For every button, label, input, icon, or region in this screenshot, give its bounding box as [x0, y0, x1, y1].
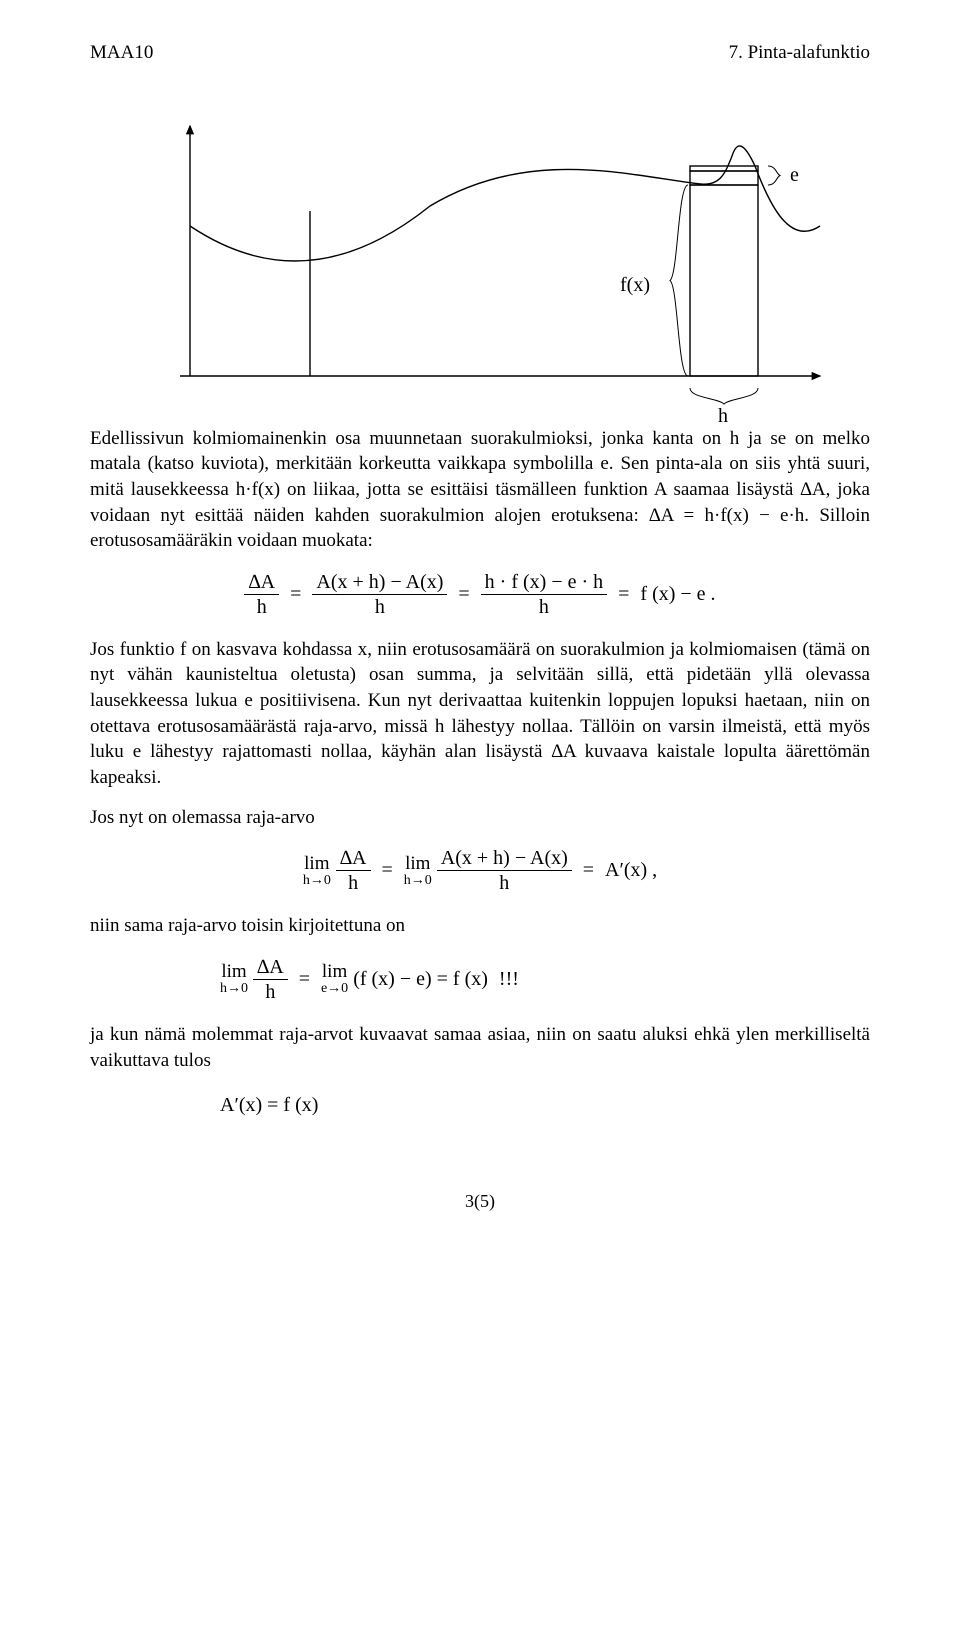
eq2-lim1-sub: h→0 [303, 873, 331, 888]
eq1-frac2: A(x + h) − A(x) h [312, 572, 447, 617]
eq1-f2-num: A(x + h) − A(x) [312, 572, 447, 595]
svg-text:e: e [790, 164, 799, 186]
equals-6: = [293, 966, 316, 993]
equals-5: = [577, 857, 600, 884]
equation-3: lim h→0 ∆A h = lim e→0 (f (x) − e) = f (… [220, 957, 870, 1002]
lim-word-3: lim [220, 962, 248, 981]
lim-word-2: lim [404, 854, 432, 873]
eq3-mid: (f (x) − e) = f (x) [353, 966, 488, 993]
eq2-f1-num: ∆A [336, 848, 371, 871]
svg-text:f(x): f(x) [620, 274, 650, 296]
lim-word-4: lim [321, 962, 348, 981]
paragraph-1: Edellissivun kolmiomainenkin osa muunnet… [90, 426, 870, 554]
eq3-f1-num: ∆A [253, 957, 288, 980]
equation-1: ∆A h = A(x + h) − A(x) h = h · f (x) − e… [90, 572, 870, 617]
paragraph-4: niin sama raja-arvo toisin kirjoitettuna… [90, 913, 870, 939]
eq2-f2-den: h [437, 871, 572, 893]
figure-svg: e f(x) h [130, 106, 830, 426]
eq2-lim2-sub: h→0 [404, 873, 432, 888]
eq1-frac3: h · f (x) − e · h h [481, 572, 607, 617]
equals-3: = [612, 581, 635, 608]
lim-word: lim [303, 854, 331, 873]
eq2-frac1: ∆A h [336, 848, 371, 893]
eq2-f2-num: A(x + h) − A(x) [437, 848, 572, 871]
eq1-f2-den: h [312, 595, 447, 617]
eq1-tail: f (x) − e . [640, 581, 715, 608]
paragraph-5: ja kun nämä molemmat raja-arvot kuvaavat… [90, 1022, 870, 1073]
eq2-lim2: lim h→0 [404, 854, 432, 888]
eq3-excl: !!! [493, 966, 519, 993]
eq1-f3-num: h · f (x) − e · h [481, 572, 607, 595]
eq1-frac1: ∆A h [244, 572, 279, 617]
eq3-f1-den: h [253, 980, 288, 1002]
paragraph-3: Jos nyt on olemassa raja-arvo [90, 805, 870, 831]
eq2-tail: A′(x) , [605, 857, 657, 884]
header-right: 7. Pinta-alafunktio [729, 40, 870, 66]
eq4-text: A′(x) = f (x) [220, 1092, 318, 1119]
equals-4: = [376, 857, 399, 884]
page-footer: 3(5) [90, 1189, 870, 1213]
eq2-f1-den: h [336, 871, 371, 893]
equation-4: A′(x) = f (x) [220, 1091, 870, 1119]
eq3-lim2-sub: e→0 [321, 981, 348, 996]
paragraph-2: Jos funktio f on kasvava kohdassa x, nii… [90, 637, 870, 791]
figure: ef(x)h [130, 106, 830, 406]
eq3-frac1: ∆A h [253, 957, 288, 1002]
page-header: MAA10 7. Pinta-alafunktio [90, 40, 870, 66]
eq2-lim1: lim h→0 [303, 854, 331, 888]
equals-2: = [452, 581, 475, 608]
eq3-lim2: lim e→0 [321, 962, 348, 996]
equals-1: = [284, 581, 307, 608]
eq1-f1-den: h [244, 595, 279, 617]
eq3-lim1: lim h→0 [220, 962, 248, 996]
svg-text:h: h [718, 405, 728, 426]
header-left: MAA10 [90, 40, 153, 66]
eq2-frac2: A(x + h) − A(x) h [437, 848, 572, 893]
eq3-lim1-sub: h→0 [220, 981, 248, 996]
equation-2: lim h→0 ∆A h = lim h→0 A(x + h) − A(x) h… [90, 848, 870, 893]
eq1-f3-den: h [481, 595, 607, 617]
eq1-f1-num: ∆A [244, 572, 279, 595]
